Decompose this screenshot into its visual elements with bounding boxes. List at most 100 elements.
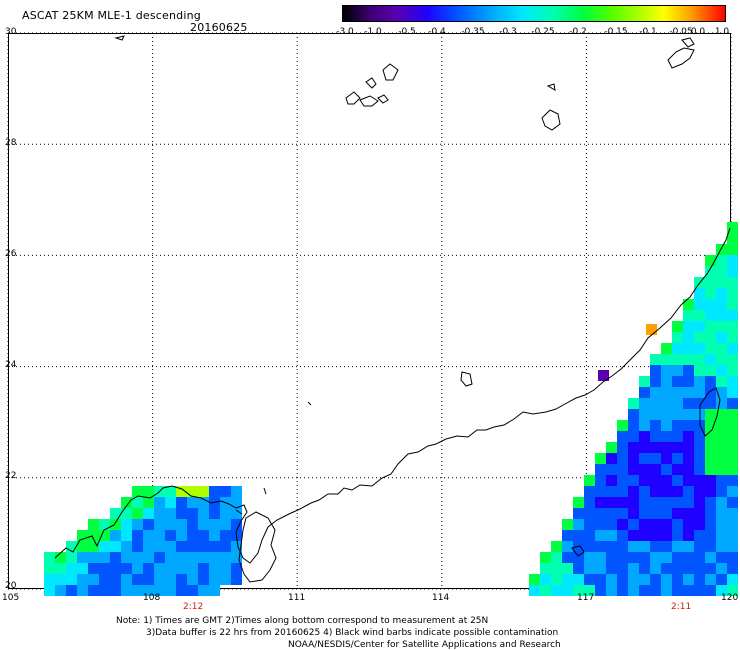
swath-cell [683, 299, 694, 310]
swath-cell [639, 387, 650, 398]
swath-cell [716, 497, 727, 508]
swath-cell [646, 324, 657, 335]
swath-cell [639, 442, 650, 453]
swath-cell [617, 552, 628, 563]
swath-cell [209, 585, 220, 596]
swath-cell [716, 409, 727, 420]
colorbar-label: -3.0 [336, 27, 354, 37]
swath-cell [562, 530, 573, 541]
swath-cell [716, 321, 727, 332]
swath-cell [727, 365, 738, 376]
swath-cell [606, 563, 617, 574]
swath-cell [639, 431, 650, 442]
swath-cell [727, 222, 738, 233]
swath-cell [661, 519, 672, 530]
swath-cell [628, 585, 639, 596]
swath-cell [650, 464, 661, 475]
swath-cell [154, 497, 165, 508]
swath-cell [628, 453, 639, 464]
swath-cell [639, 497, 650, 508]
swath-cell [165, 585, 176, 596]
swath-cell [727, 519, 738, 530]
swath-cell [573, 574, 584, 585]
swath-cell [694, 354, 705, 365]
swath-cell [595, 519, 606, 530]
swath-cell [628, 431, 639, 442]
swath-cell [650, 376, 661, 387]
swath-cell [683, 431, 694, 442]
swath-cell [595, 508, 606, 519]
swath-cell [198, 585, 209, 596]
swath-cell [121, 563, 132, 574]
swath-cell [187, 541, 198, 552]
swath-cell [198, 508, 209, 519]
swath-cell [165, 563, 176, 574]
swath-cell [661, 464, 672, 475]
swath-cell [683, 354, 694, 365]
swath-cell [716, 277, 727, 288]
swath-cell [617, 497, 628, 508]
swath-cell [617, 442, 628, 453]
swath-cell [584, 585, 595, 596]
swath-cell [650, 563, 661, 574]
swath-cell [672, 563, 683, 574]
note-line-1: Note: 1) Times are GMT 2)Times along bot… [116, 616, 489, 626]
swath-cell [694, 376, 705, 387]
swath-cell [650, 420, 661, 431]
swath-cell [661, 365, 672, 376]
lon-label: 114 [432, 593, 450, 603]
swath-cell [716, 310, 727, 321]
swath-cell [132, 530, 143, 541]
swath-cell [716, 574, 727, 585]
swath-cell [606, 464, 617, 475]
swath-cell [77, 563, 88, 574]
swath-cell [716, 475, 727, 486]
swath-cell [727, 585, 738, 596]
swath-cell [562, 563, 573, 574]
swath-cell [705, 574, 716, 585]
swath-cell [176, 563, 187, 574]
swath-cell [88, 563, 99, 574]
swath-cell [661, 387, 672, 398]
swath-cell [705, 497, 716, 508]
swath-cell [187, 563, 198, 574]
swath-cell [672, 585, 683, 596]
swath-cell [628, 519, 639, 530]
swath-cell [220, 574, 231, 585]
swath-cell [132, 486, 143, 497]
swath-cell [606, 486, 617, 497]
swath-cell [639, 453, 650, 464]
swath-cell [694, 321, 705, 332]
swath-cell [198, 519, 209, 530]
swath-cell [650, 497, 661, 508]
swath-cell [705, 486, 716, 497]
colorbar-label: -0.25 [531, 27, 555, 37]
swath-cell [683, 464, 694, 475]
swath-cell [562, 519, 573, 530]
swath-cell [99, 563, 110, 574]
swath-cell [66, 574, 77, 585]
swath-cell [661, 541, 672, 552]
swath-cell [198, 552, 209, 563]
swath-cell [606, 552, 617, 563]
swath-cell [606, 475, 617, 486]
swath-cell [165, 541, 176, 552]
note-line-3: NOAA/NESDIS/Center for Satellite Applica… [288, 640, 561, 650]
swath-cell [716, 365, 727, 376]
swath-cell [672, 398, 683, 409]
swath-cell [187, 486, 198, 497]
swath-cell [628, 552, 639, 563]
swath-cell [551, 541, 562, 552]
swath-cell [573, 585, 584, 596]
swath-cell [694, 442, 705, 453]
swath-cell [727, 574, 738, 585]
swath-cell [628, 409, 639, 420]
swath-cell [705, 343, 716, 354]
swath-cell [650, 519, 661, 530]
swath-cell [628, 475, 639, 486]
swath-cell [584, 552, 595, 563]
colorbar-label: -0.35 [461, 27, 485, 37]
swath-cell [165, 574, 176, 585]
swath-cell [110, 508, 121, 519]
